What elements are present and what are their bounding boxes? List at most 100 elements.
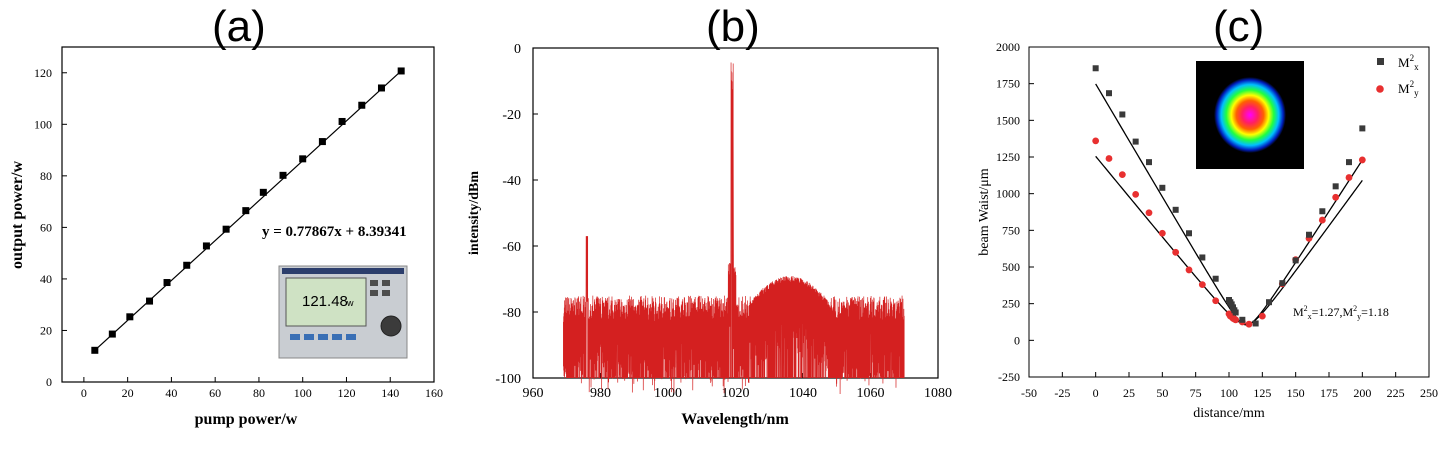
legend-label-m2x: M2x <box>1398 53 1419 72</box>
chart-a-ytick-label: 40 <box>40 272 52 286</box>
chart-b-ylabel: intensity/dBm <box>467 171 482 255</box>
chart-a-equation: y = 0.77867x + 8.39341 <box>262 224 407 240</box>
meter-reading: 121.48 <box>302 293 348 310</box>
chart-a-ytick-label: 80 <box>40 169 52 183</box>
panel-b-label: (b) <box>706 2 760 51</box>
chart-c-point-m2x <box>1199 254 1206 261</box>
chart-c-point-m2y <box>1318 216 1326 224</box>
chart-c-point-m2x <box>1186 230 1192 237</box>
chart-c-point-m2x <box>1132 138 1139 145</box>
chart-c-point-m2y <box>1232 316 1240 324</box>
chart-a-point <box>126 313 134 321</box>
chart-a-ylabel: output power/w <box>9 161 26 269</box>
chart-a-xtick-label: 60 <box>209 386 221 400</box>
chart-a-xtick-label: 40 <box>165 386 177 400</box>
chart-b-xtick-label: 960 <box>523 386 544 401</box>
chart-c-xtick-label: 175 <box>1320 386 1338 400</box>
chart-b-ytick-label: -40 <box>502 174 521 189</box>
chart-c-point-m2y <box>1172 248 1180 256</box>
chart-c-point-m2y <box>1345 174 1353 181</box>
chart-c-xtick-label: 250 <box>1420 386 1438 400</box>
chart-c-xtick-label: 50 <box>1156 386 1168 400</box>
chart-c-ylabel: beam Waist/μm <box>977 168 992 255</box>
chart-a-point <box>358 101 366 109</box>
chart-b-ytick-label: -80 <box>502 306 521 321</box>
chart-c-xtick-label: 0 <box>1093 386 1099 400</box>
chart-c-xtick-label: 100 <box>1220 386 1238 400</box>
chart-b-spectrum <box>563 62 905 395</box>
chart-c-point-m2x <box>1279 280 1286 287</box>
chart-c-point-m2y <box>1118 171 1126 179</box>
chart-c-point-m2y <box>1105 155 1113 162</box>
chart-c-point-m2y <box>1145 209 1153 217</box>
chart-a-point <box>91 346 99 354</box>
chart-a-point <box>163 279 171 287</box>
chart-a-xtick-label: 80 <box>253 386 265 400</box>
chart-c-ytick-label: 1250 <box>996 150 1020 164</box>
chart-a-point <box>299 155 307 163</box>
chart-a-xtick-label: 20 <box>122 386 134 400</box>
panel-a-label: (a) <box>212 2 266 51</box>
chart-c-point-m2x <box>1306 231 1312 238</box>
chart-c-m2-annotation: M2x=1.27,M2y=1.18 <box>1293 304 1389 321</box>
chart-a-point <box>146 297 154 305</box>
chart-b-xtick-label: 1080 <box>924 386 952 401</box>
chart-c-ytick-label: -250 <box>998 370 1020 384</box>
chart-b-xtick-label: 1000 <box>654 386 682 401</box>
chart-a: 0 20 40 60 80 100 120 140 160 0 20 40 60 80 100 120 y =… <box>9 46 443 428</box>
power-meter-photo: 121.48 w <box>278 265 408 359</box>
chart-a-frame <box>61 46 435 383</box>
chart-b-xtick-label: 1040 <box>789 386 817 401</box>
chart-c-xtick-label: -50 <box>1021 386 1037 400</box>
chart-c-point-m2y <box>1158 229 1166 237</box>
chart-c-ytick-label: 2000 <box>996 40 1020 54</box>
chart-a-point <box>183 261 191 269</box>
chart-c-xtick-label: 150 <box>1287 386 1305 400</box>
chart-c-point-m2y <box>1332 193 1340 201</box>
chart-a-point <box>318 138 326 146</box>
chart-c-ytick-label: 500 <box>1002 260 1020 274</box>
chart-c-point-m2y <box>1132 191 1140 198</box>
chart-c-point-m2x <box>1106 90 1112 97</box>
chart-a-xtick-label: 120 <box>337 386 355 400</box>
chart-a-point <box>259 188 267 196</box>
chart-c-xtick-label: 200 <box>1353 386 1371 400</box>
chart-c-point-m2y <box>1245 320 1253 328</box>
chart-c-point-m2y <box>1185 266 1193 274</box>
chart-c-point-m2x <box>1319 208 1326 215</box>
chart-c-point-m2x <box>1292 257 1299 264</box>
chart-c-xtick-label: 225 <box>1387 386 1405 400</box>
legend-marker-m2y <box>1376 85 1384 93</box>
chart-a-ytick-label: 0 <box>46 375 52 389</box>
meter-unit: w <box>346 298 354 308</box>
chart-c-point-m2x <box>1239 316 1246 323</box>
chart-c-ytick-label: 1750 <box>996 77 1020 91</box>
chart-c-point-m2x <box>1346 159 1352 166</box>
chart-c-point-m2y <box>1358 156 1366 164</box>
chart-b-xtick-label: 980 <box>590 386 611 401</box>
chart-c-point-m2x <box>1146 159 1152 166</box>
beam-profile-image <box>1196 61 1304 169</box>
chart-c-point-m2x <box>1359 125 1366 132</box>
chart-c: -50 -25 0 25 50 75 100 125 150 175 200 225 250-25002… <box>977 40 1438 421</box>
chart-a-point <box>397 67 405 75</box>
chart-a-xtick-label: 100 <box>294 386 312 400</box>
chart-c-point-m2y <box>1092 137 1100 145</box>
chart-c-point-m2x <box>1172 206 1179 213</box>
chart-a-point <box>202 242 210 250</box>
chart-b-ytick-label: -60 <box>502 240 521 255</box>
chart-c-ytick-label: 0 <box>1014 333 1020 347</box>
chart-a-point <box>108 330 116 338</box>
chart-c-ytick-label: 1000 <box>996 187 1020 201</box>
chart-b-ytick-label: 0 <box>514 42 521 57</box>
chart-c-ytick-label: 250 <box>1002 297 1020 311</box>
legend-marker-m2x <box>1377 58 1384 65</box>
chart-b-xlabel: Wavelength/nm <box>681 411 789 428</box>
chart-c-point-m2x <box>1119 111 1126 118</box>
chart-c-point-m2y <box>1212 297 1220 305</box>
chart-b-ytick-label: -100 <box>495 372 521 387</box>
chart-a-xtick-label: 140 <box>381 386 399 400</box>
chart-a-point <box>222 225 230 233</box>
chart-c-xlabel: distance/mm <box>1193 406 1265 421</box>
chart-c-xtick-label: 25 <box>1123 386 1135 400</box>
